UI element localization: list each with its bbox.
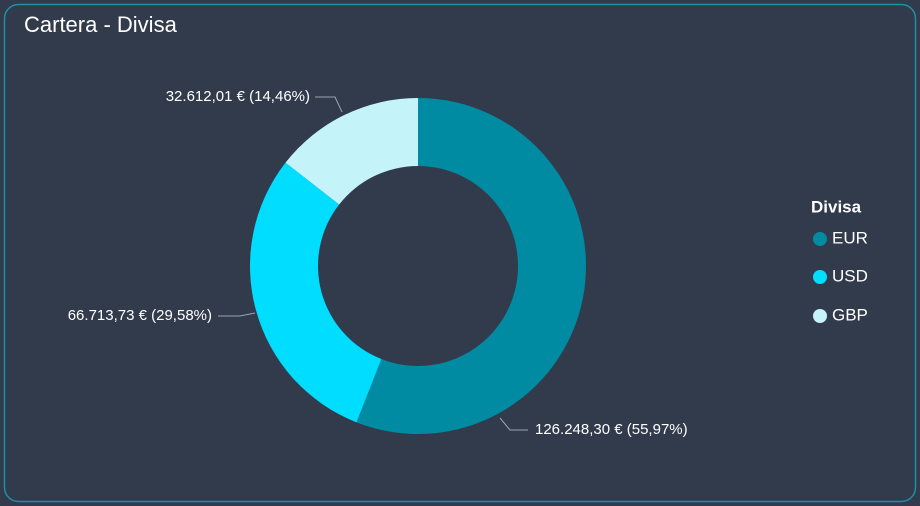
- legend-marker: [813, 309, 827, 323]
- legend-marker: [813, 232, 827, 246]
- leader-line: [315, 96, 343, 113]
- legend-marker: [813, 270, 827, 284]
- card: [3, 3, 917, 503]
- donut-slice: [356, 98, 586, 434]
- donut-slice: [250, 162, 382, 423]
- data-label: 66.713,73 € (29,58%): [68, 307, 212, 324]
- data-label: 126.248,30 € (55,97%): [535, 421, 688, 438]
- legend-label: USD: [832, 266, 868, 285]
- data-label: 32.612,01 € (14,46%): [166, 88, 310, 105]
- leader-line: [499, 417, 528, 431]
- legend-title: Divisa: [811, 197, 862, 216]
- legend-label: EUR: [832, 228, 868, 247]
- donut-slice: [285, 98, 418, 205]
- legend-label: GBP: [832, 305, 868, 324]
- chart-title: Cartera - Divisa: [24, 12, 178, 37]
- leader-line: [218, 312, 256, 317]
